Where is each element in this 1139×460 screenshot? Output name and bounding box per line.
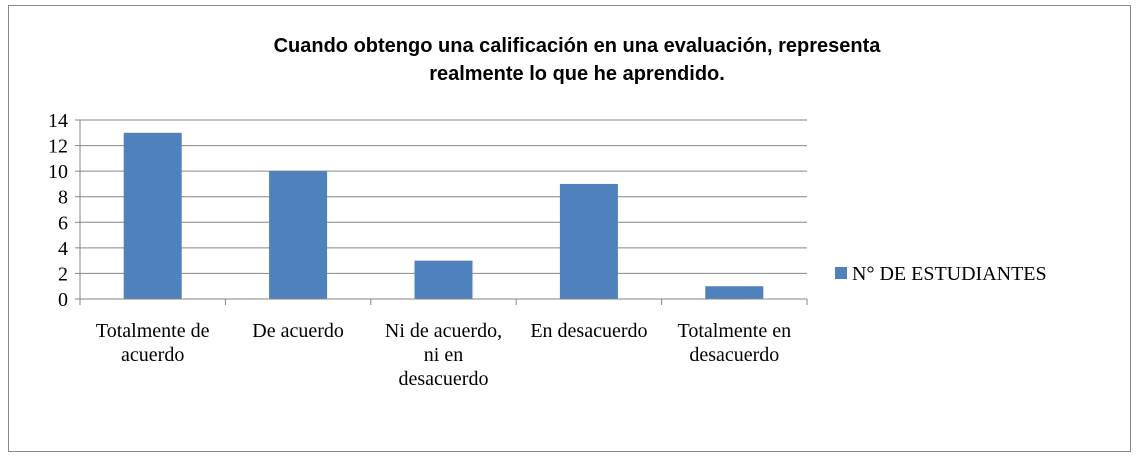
bar — [414, 260, 473, 299]
x-tick-label: De acuerdo — [252, 320, 344, 342]
y-tick-label: 2 — [58, 263, 68, 285]
y-tick-label: 6 — [58, 212, 68, 234]
chart-title: realmente lo que he aprendido. — [429, 63, 725, 85]
chart-title: Cuando obtengo una calificación en una e… — [274, 35, 882, 57]
y-tick-label: 10 — [48, 161, 68, 183]
x-tick-label: Totalmente de acuerdo — [96, 320, 210, 366]
x-tick-label: En desacuerdo — [530, 320, 647, 342]
y-tick-label: 12 — [48, 136, 68, 158]
legend-label: N° DE ESTUDIANTES — [852, 263, 1047, 285]
y-tick-label: 8 — [58, 187, 68, 209]
x-tick-label: Ni de acuerdo, ni en desacuerdo — [385, 320, 502, 390]
x-tick-label: Totalmente en desacuerdo — [678, 320, 792, 366]
y-tick-label: 14 — [48, 110, 68, 132]
legend-swatch — [835, 267, 847, 279]
bar — [269, 171, 328, 299]
bar — [123, 132, 182, 299]
bar — [705, 286, 764, 299]
bar — [559, 183, 618, 299]
y-tick-label: 4 — [58, 238, 68, 260]
y-tick-label: 0 — [58, 289, 68, 311]
